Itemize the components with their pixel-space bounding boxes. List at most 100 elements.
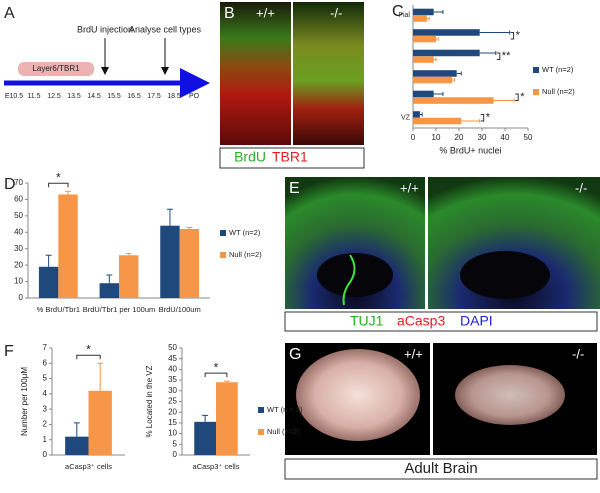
y-tick-label: 3 [43,404,48,413]
panel-label: D [4,176,16,193]
bar [194,421,216,455]
caption-box [284,458,598,480]
error-bar [45,254,52,267]
ventricle [460,251,550,299]
genotype: +/+ [404,346,423,361]
legend-label: WT (n = 2) [267,405,303,414]
y-tick-label: 0 [173,450,178,459]
panel-label: B [224,5,235,22]
image-wt [220,2,291,145]
y-tick-label: 70 [14,178,23,187]
error-bar [166,208,173,226]
bar [160,225,180,298]
stain: DAPI [460,313,493,329]
y-tick-label: 40 [14,227,23,236]
error-bar [202,414,209,422]
error-bar [73,422,80,437]
legend-swatch [220,252,226,258]
stage-label: 18.5 [167,93,181,100]
bar [413,15,427,22]
error-bar [223,380,230,383]
stage-label: 16.5 [127,93,141,100]
layer-band [18,62,94,76]
stain: aCasp3 [397,313,445,329]
y-tick-label: 50 [168,343,177,352]
y-tick-label: 0 [43,450,48,459]
y-tick-label: 30 [14,244,23,253]
y-tick-label: 20 [168,407,177,416]
bar [413,76,453,84]
y-tick-label: 5 [43,374,48,383]
x-tick-label: 10 [432,133,441,142]
legend-label: WT (n=2) [542,65,574,74]
y-tick-label: 2 [43,420,48,429]
bar [413,117,462,125]
error-bar [97,362,104,391]
x-tick-label: 40 [501,133,510,142]
bar [179,229,200,298]
panel-label: G [289,346,301,363]
y-tick-label: 10 [14,277,23,286]
genotype: -/- [572,346,584,361]
error-bar [456,71,462,76]
y-tick-label: 50 [14,211,23,220]
stage-label: 12.5 [47,93,61,100]
bar [216,382,238,455]
category-label: Pial [398,12,410,19]
stain: BrdU [234,149,266,165]
stage-label: 13.5 [67,93,81,100]
bar [413,111,420,118]
y-tick-label: 40 [168,365,177,374]
bar [88,390,112,455]
legend-swatch [258,407,264,413]
genotype: +/+ [256,5,275,20]
x-tick-label: 0 [411,133,416,142]
genotype: +/+ [400,180,419,195]
image-null [293,2,364,145]
brain [455,365,565,425]
stage-label: 11.5 [27,93,40,100]
category-label: % BrdU/Tbr1 [37,305,80,314]
significance-mark: * [520,91,525,103]
error-bar [106,274,113,284]
panel-label: C [392,3,404,20]
panel-label: A [4,5,15,22]
significance-bracket [510,31,515,40]
bar [413,56,434,63]
legend-swatch [258,429,264,435]
stage-label: E10.5 [5,93,23,100]
bar [413,35,436,43]
bar [413,29,480,36]
x-tick-label: 30 [478,133,487,142]
significance-mark: * [214,360,219,374]
layer-label: Layer6/TBR1 [32,64,80,73]
significance-bracket [76,354,101,360]
significance-bracket [515,93,519,102]
genotype: -/- [330,5,342,20]
stage-label: 15.5 [107,93,121,100]
y-axis-label: % Located in the VZ [145,365,154,437]
category-label: BrdU/Tbr1 per 100um [83,305,156,314]
x-tick-label: 20 [455,133,464,142]
x-axis-label: % BrdU+ nuclei [439,145,501,155]
significance-mark: * [56,170,61,184]
error-bar [426,16,430,21]
legend-label: Null (n=2) [229,250,262,259]
significance-bracket [496,52,501,61]
y-tick-label: 1 [43,435,48,444]
category-label: aCasp3⁺ cells [193,462,240,471]
y-tick-label: 45 [168,354,177,363]
bar [38,266,59,298]
ventricle [317,253,393,297]
error-bar [433,57,437,62]
y-tick-label: 35 [168,375,177,384]
category-label: VZ [401,115,411,122]
bar [119,255,139,298]
error-bar [433,9,444,14]
significance-mark: * [516,30,521,42]
error-bar [436,37,439,42]
error-bar [65,190,72,195]
caption-box [219,147,365,169]
y-tick-label: 0 [19,293,24,302]
